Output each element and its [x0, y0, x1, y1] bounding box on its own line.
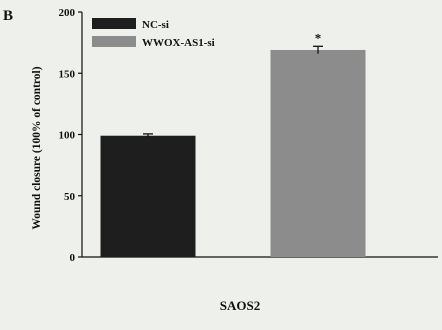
x-axis-label: SAOS2	[220, 298, 260, 313]
y-axis-title: Wound closure (100% of control)	[31, 66, 43, 229]
bar-wwox-as1-si	[270, 49, 366, 257]
plot-area: 0 50 100 150 200 *	[59, 7, 438, 264]
y-tick-label: 50	[64, 191, 76, 203]
legend-swatch	[92, 36, 136, 47]
y-tick-label: 200	[59, 7, 76, 19]
legend: NC-si WWOX-AS1-si	[92, 18, 215, 49]
significance-marker: *	[315, 30, 322, 45]
legend-label: WWOX-AS1-si	[142, 37, 215, 49]
legend-label: NC-si	[142, 19, 169, 31]
panel-label: B	[3, 8, 13, 24]
bar-nc-si	[100, 135, 196, 257]
y-tick-label: 150	[59, 68, 76, 80]
y-tick-label: 100	[59, 130, 76, 142]
legend-swatch	[92, 18, 136, 29]
y-tick-label: 0	[70, 252, 76, 264]
